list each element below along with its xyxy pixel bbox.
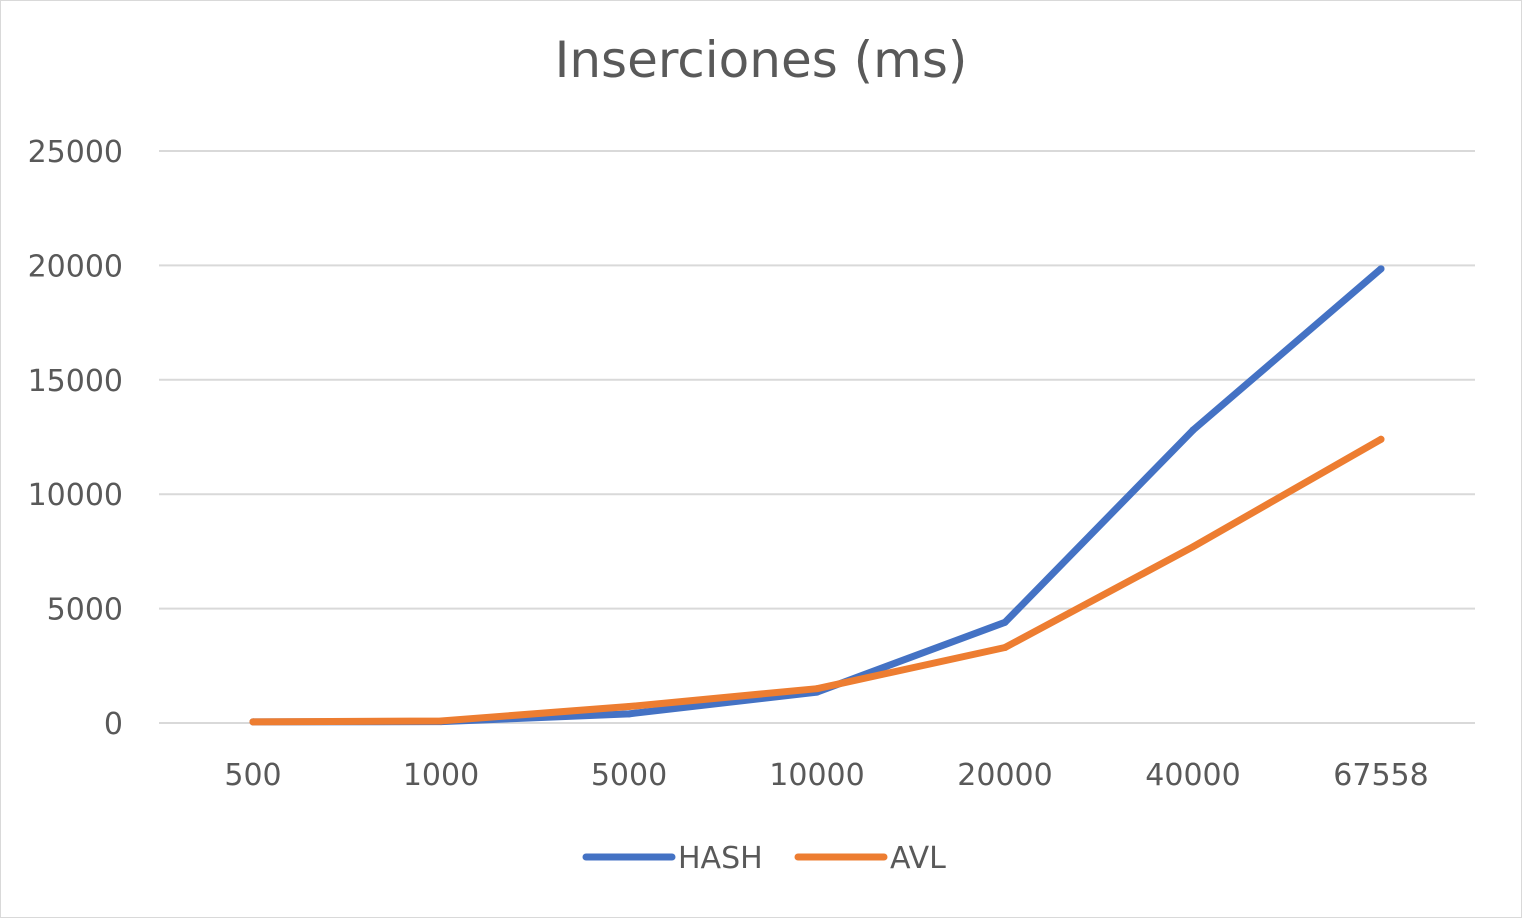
- x-tick-label: 10000: [769, 758, 864, 793]
- data-point-hash: [1001, 618, 1009, 626]
- series-line-hash: [249, 265, 1385, 726]
- x-tick-label: 20000: [957, 758, 1052, 793]
- grid-lines: [159, 150, 1475, 724]
- x-tick-label: 500: [224, 758, 281, 793]
- data-point-hash: [1189, 426, 1197, 434]
- series-line-avl: [249, 435, 1385, 726]
- data-point-avl: [813, 685, 821, 693]
- y-tick-label: 5000: [47, 593, 123, 628]
- data-point-avl: [1189, 543, 1197, 551]
- data-point-avl: [1001, 643, 1009, 651]
- x-tick-label: 40000: [1145, 758, 1240, 793]
- y-tick-label: 0: [104, 707, 123, 742]
- data-point-avl: [437, 717, 445, 725]
- y-tick-label: 25000: [28, 135, 123, 170]
- x-tick-label: 1000: [403, 758, 479, 793]
- x-tick-label: 67558: [1333, 758, 1428, 793]
- data-point-avl: [625, 703, 633, 711]
- data-point-hash: [1377, 265, 1385, 273]
- y-tick-label: 20000: [28, 249, 123, 284]
- chart-title: Inserciones (ms): [554, 31, 968, 89]
- x-tick-label: 5000: [591, 758, 667, 793]
- y-axis-ticks: 0 5000 10000 15000 20000 25000: [28, 135, 123, 742]
- x-axis-ticks: 500 1000 5000 10000 20000 40000 67558: [224, 758, 1428, 793]
- data-point-hash: [625, 710, 633, 718]
- y-tick-label: 15000: [28, 364, 123, 399]
- y-tick-label: 10000: [28, 478, 123, 513]
- legend: HASH AVL: [582, 841, 946, 876]
- data-point-avl: [249, 718, 257, 726]
- data-point-avl: [1377, 435, 1385, 443]
- legend-label-hash: HASH: [678, 841, 763, 876]
- series-lines: [249, 265, 1385, 726]
- legend-label-avl: AVL: [890, 841, 946, 876]
